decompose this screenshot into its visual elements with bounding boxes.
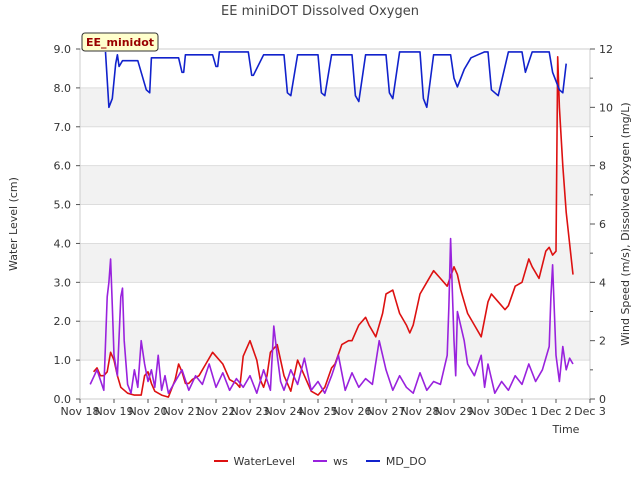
- x-tick-label: Nov 26: [333, 405, 372, 418]
- x-tick-label: Nov 24: [265, 405, 304, 418]
- y-left-tick-label: 6.0: [54, 160, 72, 173]
- y-left-tick-label: 7.0: [54, 121, 72, 134]
- chart-title: EE miniDOT Dissolved Oxygen: [221, 4, 419, 19]
- grid-band: [80, 243, 590, 283]
- station-label-box: EE_minidot: [81, 32, 159, 52]
- legend-label-waterlevel: WaterLevel: [233, 454, 296, 468]
- y-left-tick-label: 3.0: [54, 276, 72, 289]
- y-left-tick-label: 1.0: [54, 354, 72, 367]
- y-left-tick-label: 8.0: [54, 82, 72, 95]
- y-right-tick-label: 2: [599, 335, 606, 348]
- y-left-tick-label: 9.0: [54, 43, 72, 56]
- y-left-tick-label: 0.0: [54, 393, 72, 406]
- x-tick-label: Nov 27: [367, 405, 406, 418]
- legend-swatch-waterlevel: [213, 460, 228, 462]
- x-tick-label: Dec 1: [506, 405, 538, 418]
- station-label: EE_minidot: [86, 36, 154, 49]
- x-axis-label: Time: [552, 423, 580, 436]
- x-tick-label: Nov 19: [95, 405, 134, 418]
- legend-item-waterlevel[interactable]: WaterLevel: [213, 454, 296, 468]
- legend-swatch-ws: [313, 460, 328, 462]
- y-right-axis-label: Wind Speed (m/s), Dissolved Oxygen (mg/L…: [619, 102, 632, 345]
- y-right-tick-label: 6: [599, 218, 606, 231]
- legend-item-ws[interactable]: ws: [313, 455, 348, 468]
- x-tick-label: Nov 29: [435, 405, 474, 418]
- y-left-tick-label: 4.0: [54, 237, 72, 250]
- y-left-axis-label: Water Level (cm): [7, 177, 20, 271]
- legend-label-ws: ws: [333, 454, 348, 468]
- y-right-tick-label: 10: [599, 101, 613, 114]
- grid-band: [80, 87, 590, 127]
- series-line-md-do: [104, 51, 567, 109]
- x-tick-label: Nov 22: [197, 405, 236, 418]
- grid-band: [80, 321, 590, 361]
- x-tick-label: Nov 21: [163, 405, 202, 418]
- y-right-tick-label: 8: [599, 160, 606, 173]
- x-tick-label: Dec 3: [574, 405, 606, 418]
- legend-item-md-do[interactable]: MD_DO: [365, 454, 427, 468]
- y-right-axis-ticks: 0 2 4 6 8 10 12: [590, 43, 613, 406]
- x-tick-label: Nov 30: [469, 405, 508, 418]
- x-tick-label: Nov 23: [231, 405, 270, 418]
- y-left-tick-label: 5.0: [54, 199, 72, 212]
- legend-label-md-do: MD_DO: [385, 454, 427, 468]
- series-layer: [89, 51, 574, 398]
- y-left-axis-ticks: 0.0 1.0 2.0 3.0 4.0 5.0 6.0 7.0 8.0 9.0: [54, 43, 80, 406]
- series-line-ws: [89, 237, 574, 395]
- x-tick-label: Nov 25: [299, 405, 338, 418]
- y-right-tick-label: 0: [599, 393, 606, 406]
- x-tick-label: Nov 18: [61, 405, 100, 418]
- grid-band: [80, 165, 590, 205]
- grid-bands: [80, 87, 590, 361]
- legend-swatch-md-do: [365, 460, 380, 462]
- legend: WaterLevel ws MD_DO: [0, 452, 640, 470]
- x-tick-label: Dec 2: [540, 405, 572, 418]
- y-left-tick-label: 2.0: [54, 315, 72, 328]
- x-tick-label: Nov 28: [401, 405, 440, 418]
- y-right-tick-label: 12: [599, 43, 613, 56]
- x-tick-label: Nov 20: [129, 405, 168, 418]
- series-line-waterlevel: [92, 55, 574, 398]
- y-right-tick-label: 4: [599, 276, 606, 289]
